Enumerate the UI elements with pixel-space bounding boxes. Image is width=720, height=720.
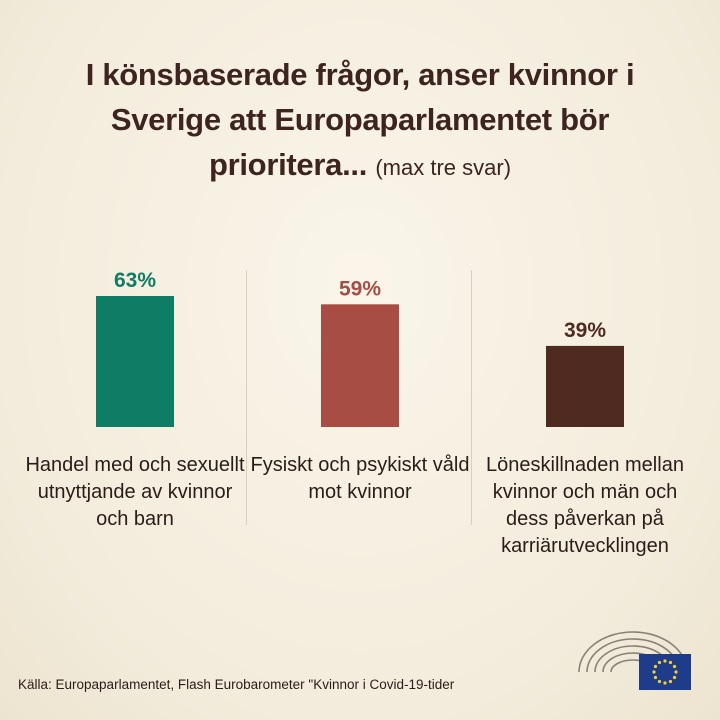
star-icon <box>663 659 667 663</box>
category-label-1: Handel med och sexuellt utnyttjande av k… <box>25 454 245 530</box>
bar-1 <box>96 296 174 427</box>
data-label-2: 59% <box>339 277 381 300</box>
bar-2 <box>321 304 399 427</box>
star-icon <box>653 675 658 680</box>
data-label-3: 39% <box>564 319 606 342</box>
data-label-1: 63% <box>114 269 156 292</box>
star-icon <box>674 670 678 674</box>
star-icon <box>652 670 656 674</box>
bar-3 <box>546 345 624 427</box>
star-icon <box>672 675 677 680</box>
star-icon <box>668 679 673 684</box>
category-label-3: Löneskillnaden mellan kvinnor och män oc… <box>486 454 684 557</box>
star-icon <box>663 681 667 685</box>
category-label-2: Fysiskt och psykiskt våld mot kvinnor <box>250 454 470 503</box>
star-icon <box>657 679 662 684</box>
source-note: Källa: Europaparlamentet, Flash Eurobaro… <box>18 677 455 692</box>
star-icon <box>672 664 677 669</box>
chart-title-main: I könsbaserade frågor, anser kvinnor i S… <box>85 57 635 182</box>
chart-subtitle: (max tre svar) <box>375 155 512 180</box>
star-icon <box>668 660 673 665</box>
european-parliament-logo <box>578 631 691 690</box>
chart-title: I könsbaserade frågor, anser kvinnor i S… <box>50 52 670 190</box>
column-divider <box>246 270 247 525</box>
star-icon <box>657 660 662 665</box>
eu-flag-icon <box>639 654 691 690</box>
star-icon <box>653 664 658 669</box>
column-divider <box>471 270 472 525</box>
